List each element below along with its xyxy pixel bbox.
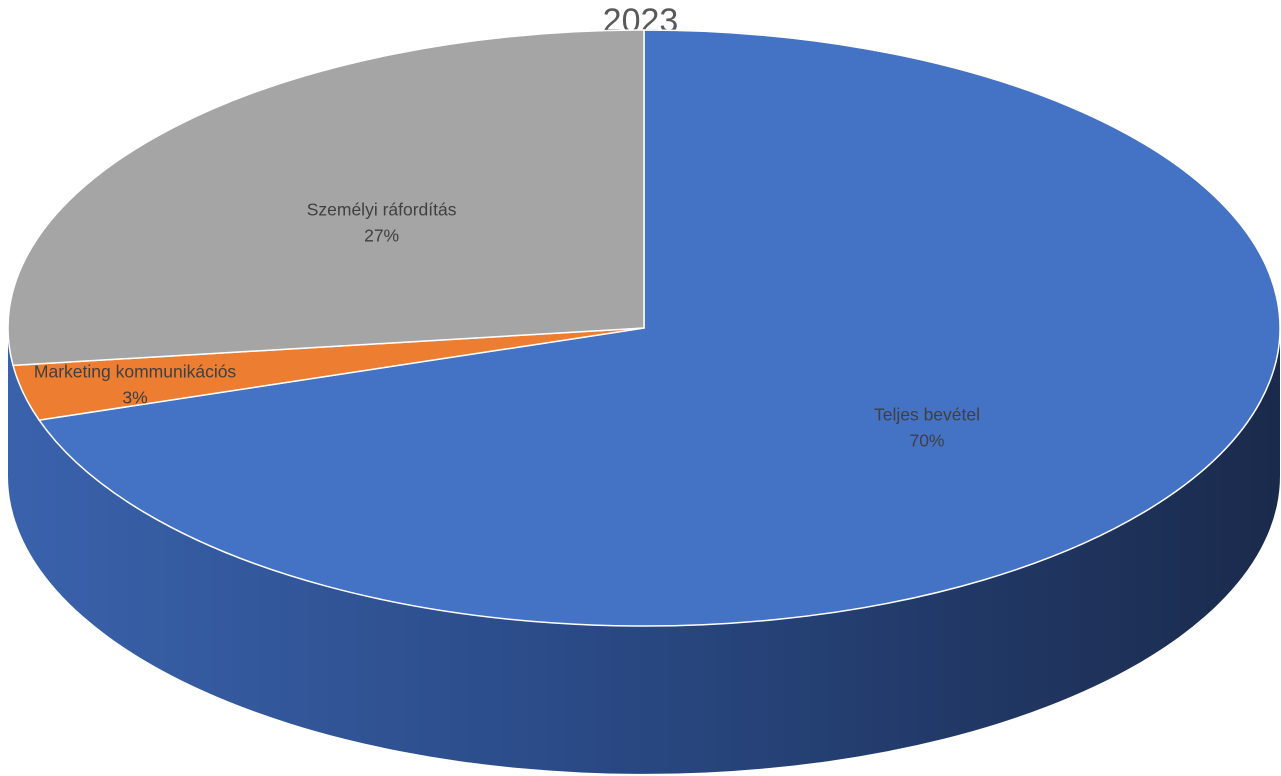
slice-name-label: Személyi ráfordítás <box>307 200 457 220</box>
pie-labels: Teljes bevétel 70% Marketing kommunikációs… <box>34 200 980 451</box>
slice-percent-label: 70% <box>909 430 944 450</box>
pie-slice <box>37 29 1281 627</box>
side-wall-Teljes bevétel <box>8 328 1280 774</box>
slice-name-label: Teljes bevétel <box>874 404 980 424</box>
slice-name-label: Marketing kommunikációs <box>34 361 237 381</box>
slice-percent-label: 3% <box>122 387 147 407</box>
pie-slices <box>7 29 1281 627</box>
slice-percent-label: 27% <box>364 226 399 246</box>
pie-side-wall <box>8 328 1280 774</box>
pie-slice <box>7 29 645 367</box>
